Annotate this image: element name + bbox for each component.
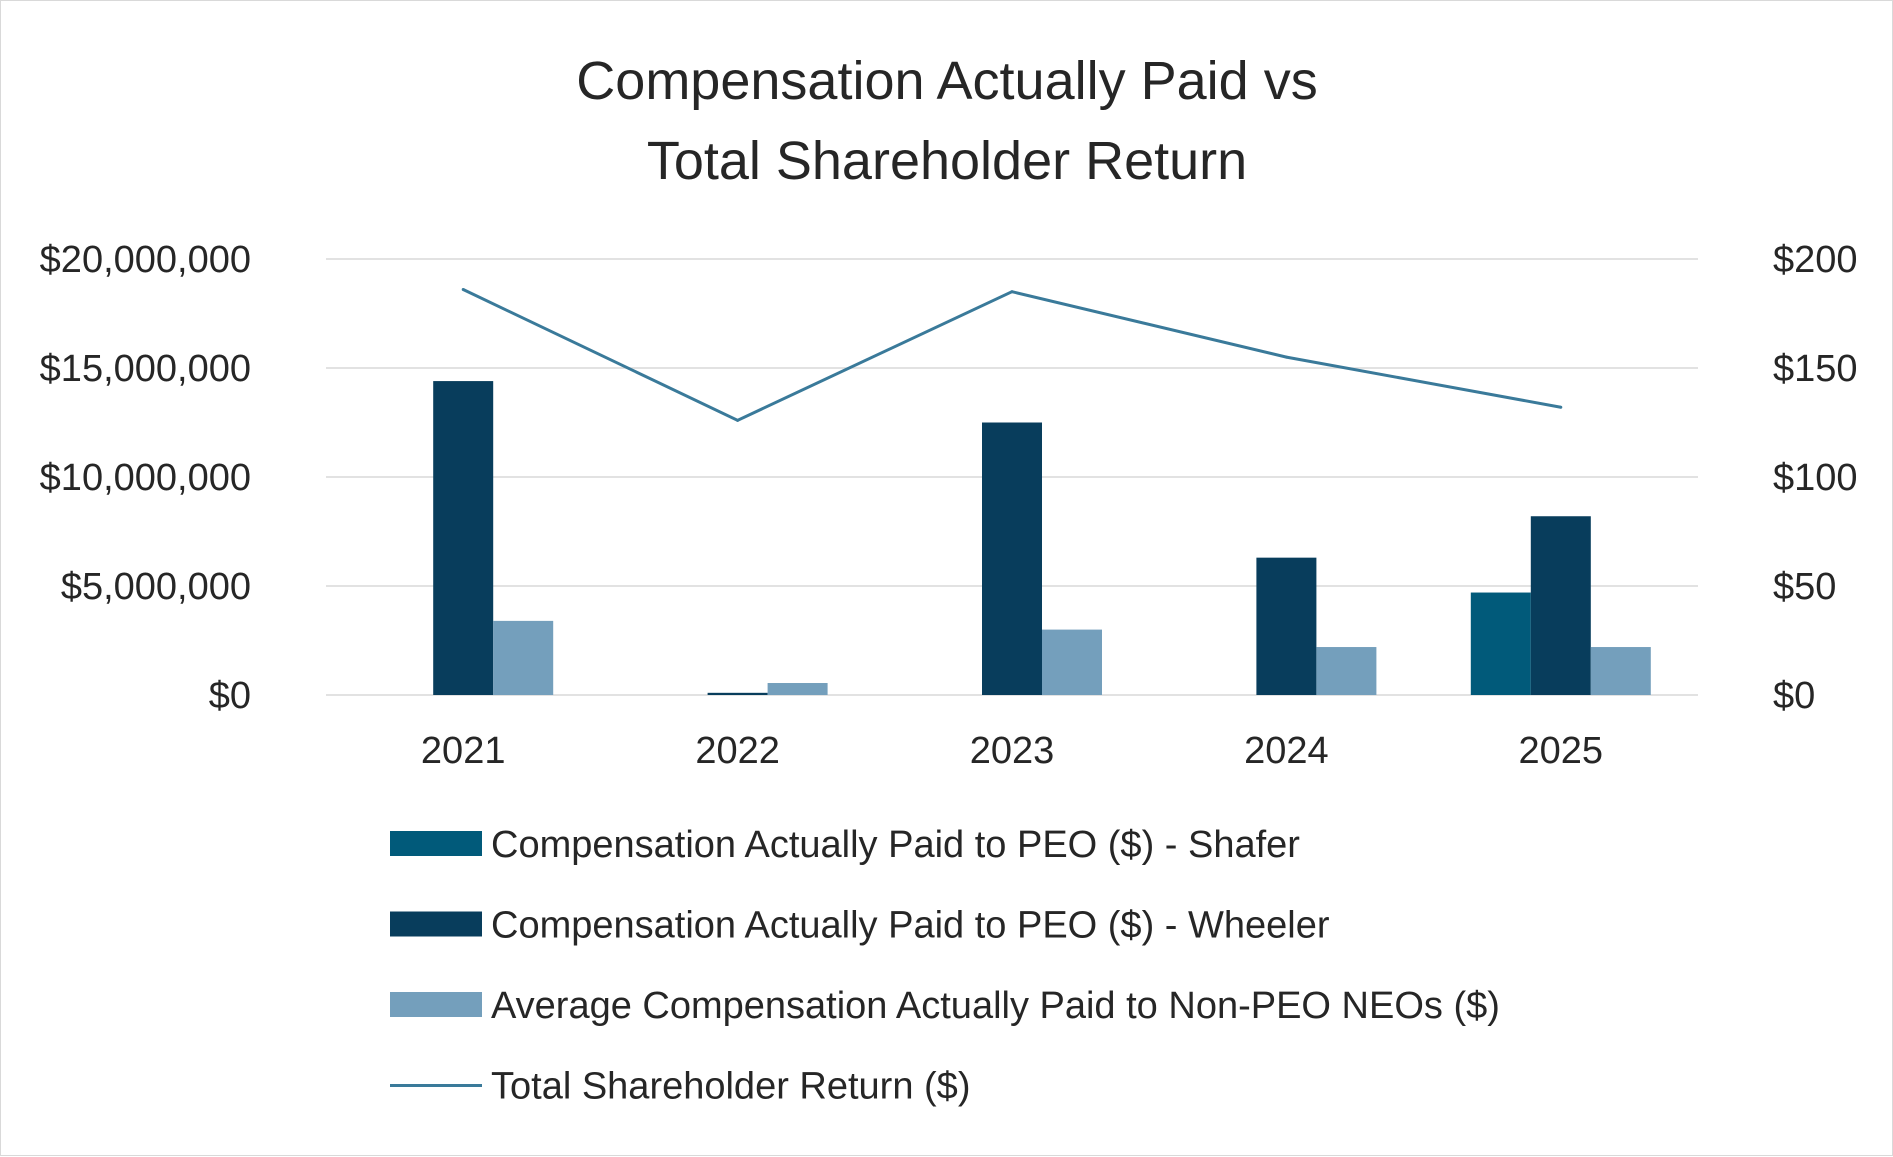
tsr-line-group bbox=[461, 288, 1563, 422]
right-tick-label: $150 bbox=[1773, 348, 1858, 390]
bar-2021-series-2 bbox=[493, 620, 554, 695]
chart-title-line-1: Compensation Actually Paid vs bbox=[576, 51, 1317, 111]
x-tick-label: 2024 bbox=[1244, 730, 1329, 772]
bar-2025-series-2 bbox=[1590, 647, 1651, 695]
tsr-point-2024 bbox=[1284, 355, 1288, 359]
right-tick-label: $0 bbox=[1773, 675, 1815, 717]
left-axis: $0 $5,000,000 $10,000,000 $15,000,000 $20,00… bbox=[40, 239, 251, 717]
right-axis: $0 $50 $100 $150 $200 bbox=[1773, 239, 1858, 717]
tsr-point-2023 bbox=[1010, 290, 1014, 294]
tsr-point-2025 bbox=[1559, 405, 1563, 409]
chart-title-line-2: Total Shareholder Return bbox=[647, 131, 1247, 191]
right-tick-label: $200 bbox=[1773, 239, 1858, 281]
left-tick-label: $10,000,000 bbox=[40, 457, 251, 499]
x-tick-label: 2023 bbox=[970, 730, 1055, 772]
bar-2024-series-1 bbox=[1256, 557, 1317, 695]
left-tick-label: $15,000,000 bbox=[40, 348, 251, 390]
left-tick-label: $20,000,000 bbox=[40, 239, 251, 281]
chart-title: Compensation Actually Paid vs Total Shar… bbox=[576, 51, 1317, 191]
bar-2023-series-2 bbox=[1042, 629, 1102, 695]
legend-swatch-1 bbox=[390, 911, 482, 937]
right-tick-label: $50 bbox=[1773, 566, 1836, 608]
legend-label-3: Total Shareholder Return ($) bbox=[491, 1066, 970, 1108]
legend-swatch-2 bbox=[390, 992, 482, 1017]
legend-label-0: Compensation Actually Paid to PEO ($) - … bbox=[491, 824, 1300, 866]
bar-2021-series-1 bbox=[433, 381, 494, 695]
legend-label-1: Compensation Actually Paid to PEO ($) - … bbox=[491, 905, 1330, 947]
bar-2023-series-1 bbox=[982, 422, 1042, 695]
bars bbox=[433, 381, 1651, 695]
x-axis: 2021 2022 2023 2024 2025 bbox=[421, 730, 1603, 772]
legend-swatch-0 bbox=[390, 831, 482, 856]
bar-2025-series-1 bbox=[1530, 516, 1591, 695]
bar-2025-series-0 bbox=[1470, 592, 1531, 695]
bar-2024-series-2 bbox=[1316, 647, 1377, 695]
left-tick-label: $0 bbox=[209, 675, 251, 717]
x-tick-label: 2022 bbox=[695, 730, 780, 772]
right-tick-label: $100 bbox=[1773, 457, 1858, 499]
tsr-line bbox=[462, 288, 1562, 422]
x-tick-label: 2021 bbox=[421, 730, 506, 772]
x-tick-label: 2025 bbox=[1519, 730, 1604, 772]
legend: Compensation Actually Paid to PEO ($) - … bbox=[390, 824, 1500, 1108]
left-tick-label: $5,000,000 bbox=[61, 566, 251, 608]
bar-2022-series-1 bbox=[707, 692, 768, 695]
tsr-point-2021 bbox=[461, 288, 465, 292]
bar-2022-series-2 bbox=[767, 683, 828, 695]
tsr-point-2022 bbox=[736, 418, 740, 422]
legend-label-2: Average Compensation Actually Paid to No… bbox=[491, 985, 1500, 1027]
